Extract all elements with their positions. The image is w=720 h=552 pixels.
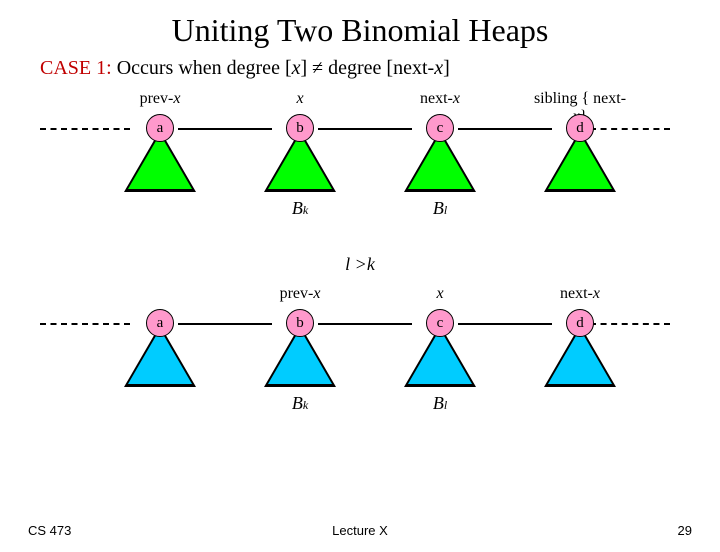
case-text-2: ] ≠ degree [next- bbox=[301, 57, 435, 79]
root-node: c bbox=[426, 114, 454, 142]
heap-tree: sibling { next-x} d bbox=[530, 90, 630, 220]
case-x1: x bbox=[292, 57, 301, 79]
case-label: CASE 1: bbox=[40, 57, 112, 79]
tree-degree-label: Bl bbox=[390, 393, 490, 415]
slide-title: Uniting Two Binomial Heaps bbox=[0, 12, 720, 49]
case-text-1: Occurs when degree [ bbox=[117, 57, 292, 79]
triangle-icon bbox=[268, 329, 332, 384]
tree-degree-label bbox=[110, 198, 210, 220]
heap-tree: prev-x b Bk bbox=[250, 285, 350, 415]
heap-tree: prev-x a bbox=[110, 90, 210, 220]
tree-shape: a bbox=[110, 114, 210, 194]
heap-tree: xc Bl bbox=[390, 285, 490, 415]
tree-shape: b bbox=[250, 309, 350, 389]
tree-shape: c bbox=[390, 114, 490, 194]
root-node: c bbox=[426, 309, 454, 337]
case-text-3: ] bbox=[443, 57, 450, 79]
root-node: b bbox=[286, 114, 314, 142]
root-node: d bbox=[566, 309, 594, 337]
pointer-label: prev-x bbox=[110, 90, 210, 110]
triangle-icon bbox=[548, 134, 612, 189]
diagram-row-1: prev-x a xb Bk next-x c Bl sibling { next-x} d bbox=[0, 90, 720, 260]
footer-lecture: Lecture X bbox=[332, 523, 388, 538]
triangle-icon bbox=[268, 134, 332, 189]
triangle-icon bbox=[408, 134, 472, 189]
pointer-label bbox=[110, 285, 210, 305]
root-node: a bbox=[146, 309, 174, 337]
root-node: d bbox=[566, 114, 594, 142]
tree-degree-label: Bl bbox=[390, 198, 490, 220]
footer-course: CS 473 bbox=[28, 523, 71, 538]
tree-degree-label: Bk bbox=[250, 393, 350, 415]
triangle-icon bbox=[128, 329, 192, 384]
tree-degree-label bbox=[530, 393, 630, 415]
tree-shape: d bbox=[530, 114, 630, 194]
heap-tree: xb Bk bbox=[250, 90, 350, 220]
footer-page: 29 bbox=[678, 523, 692, 538]
tree-shape: d bbox=[530, 309, 630, 389]
pointer-label: next-x bbox=[530, 285, 630, 305]
case-line: CASE 1: Occurs when degree [x] ≠ degree … bbox=[40, 57, 720, 80]
pointer-label: x bbox=[250, 90, 350, 110]
triangle-icon bbox=[408, 329, 472, 384]
tree-degree-label bbox=[530, 198, 630, 220]
heap-tree: next-x d bbox=[530, 285, 630, 415]
pointer-label: prev-x bbox=[250, 285, 350, 305]
tree-shape: b bbox=[250, 114, 350, 194]
tree-degree-label: Bk bbox=[250, 198, 350, 220]
tree-shape: c bbox=[390, 309, 490, 389]
pointer-label: next-x bbox=[390, 90, 490, 110]
root-node: a bbox=[146, 114, 174, 142]
case-x2: x bbox=[434, 57, 443, 79]
triangle-icon bbox=[548, 329, 612, 384]
tree-degree-label bbox=[110, 393, 210, 415]
pointer-label: x bbox=[390, 285, 490, 305]
heap-tree: a bbox=[110, 285, 210, 415]
heap-tree: next-x c Bl bbox=[390, 90, 490, 220]
triangle-icon bbox=[128, 134, 192, 189]
tree-shape: a bbox=[110, 309, 210, 389]
diagram-row-2: a prev-x b Bk xc Bl next-x d bbox=[0, 285, 720, 455]
pointer-label: sibling { next-x} bbox=[530, 90, 630, 110]
root-node: b bbox=[286, 309, 314, 337]
